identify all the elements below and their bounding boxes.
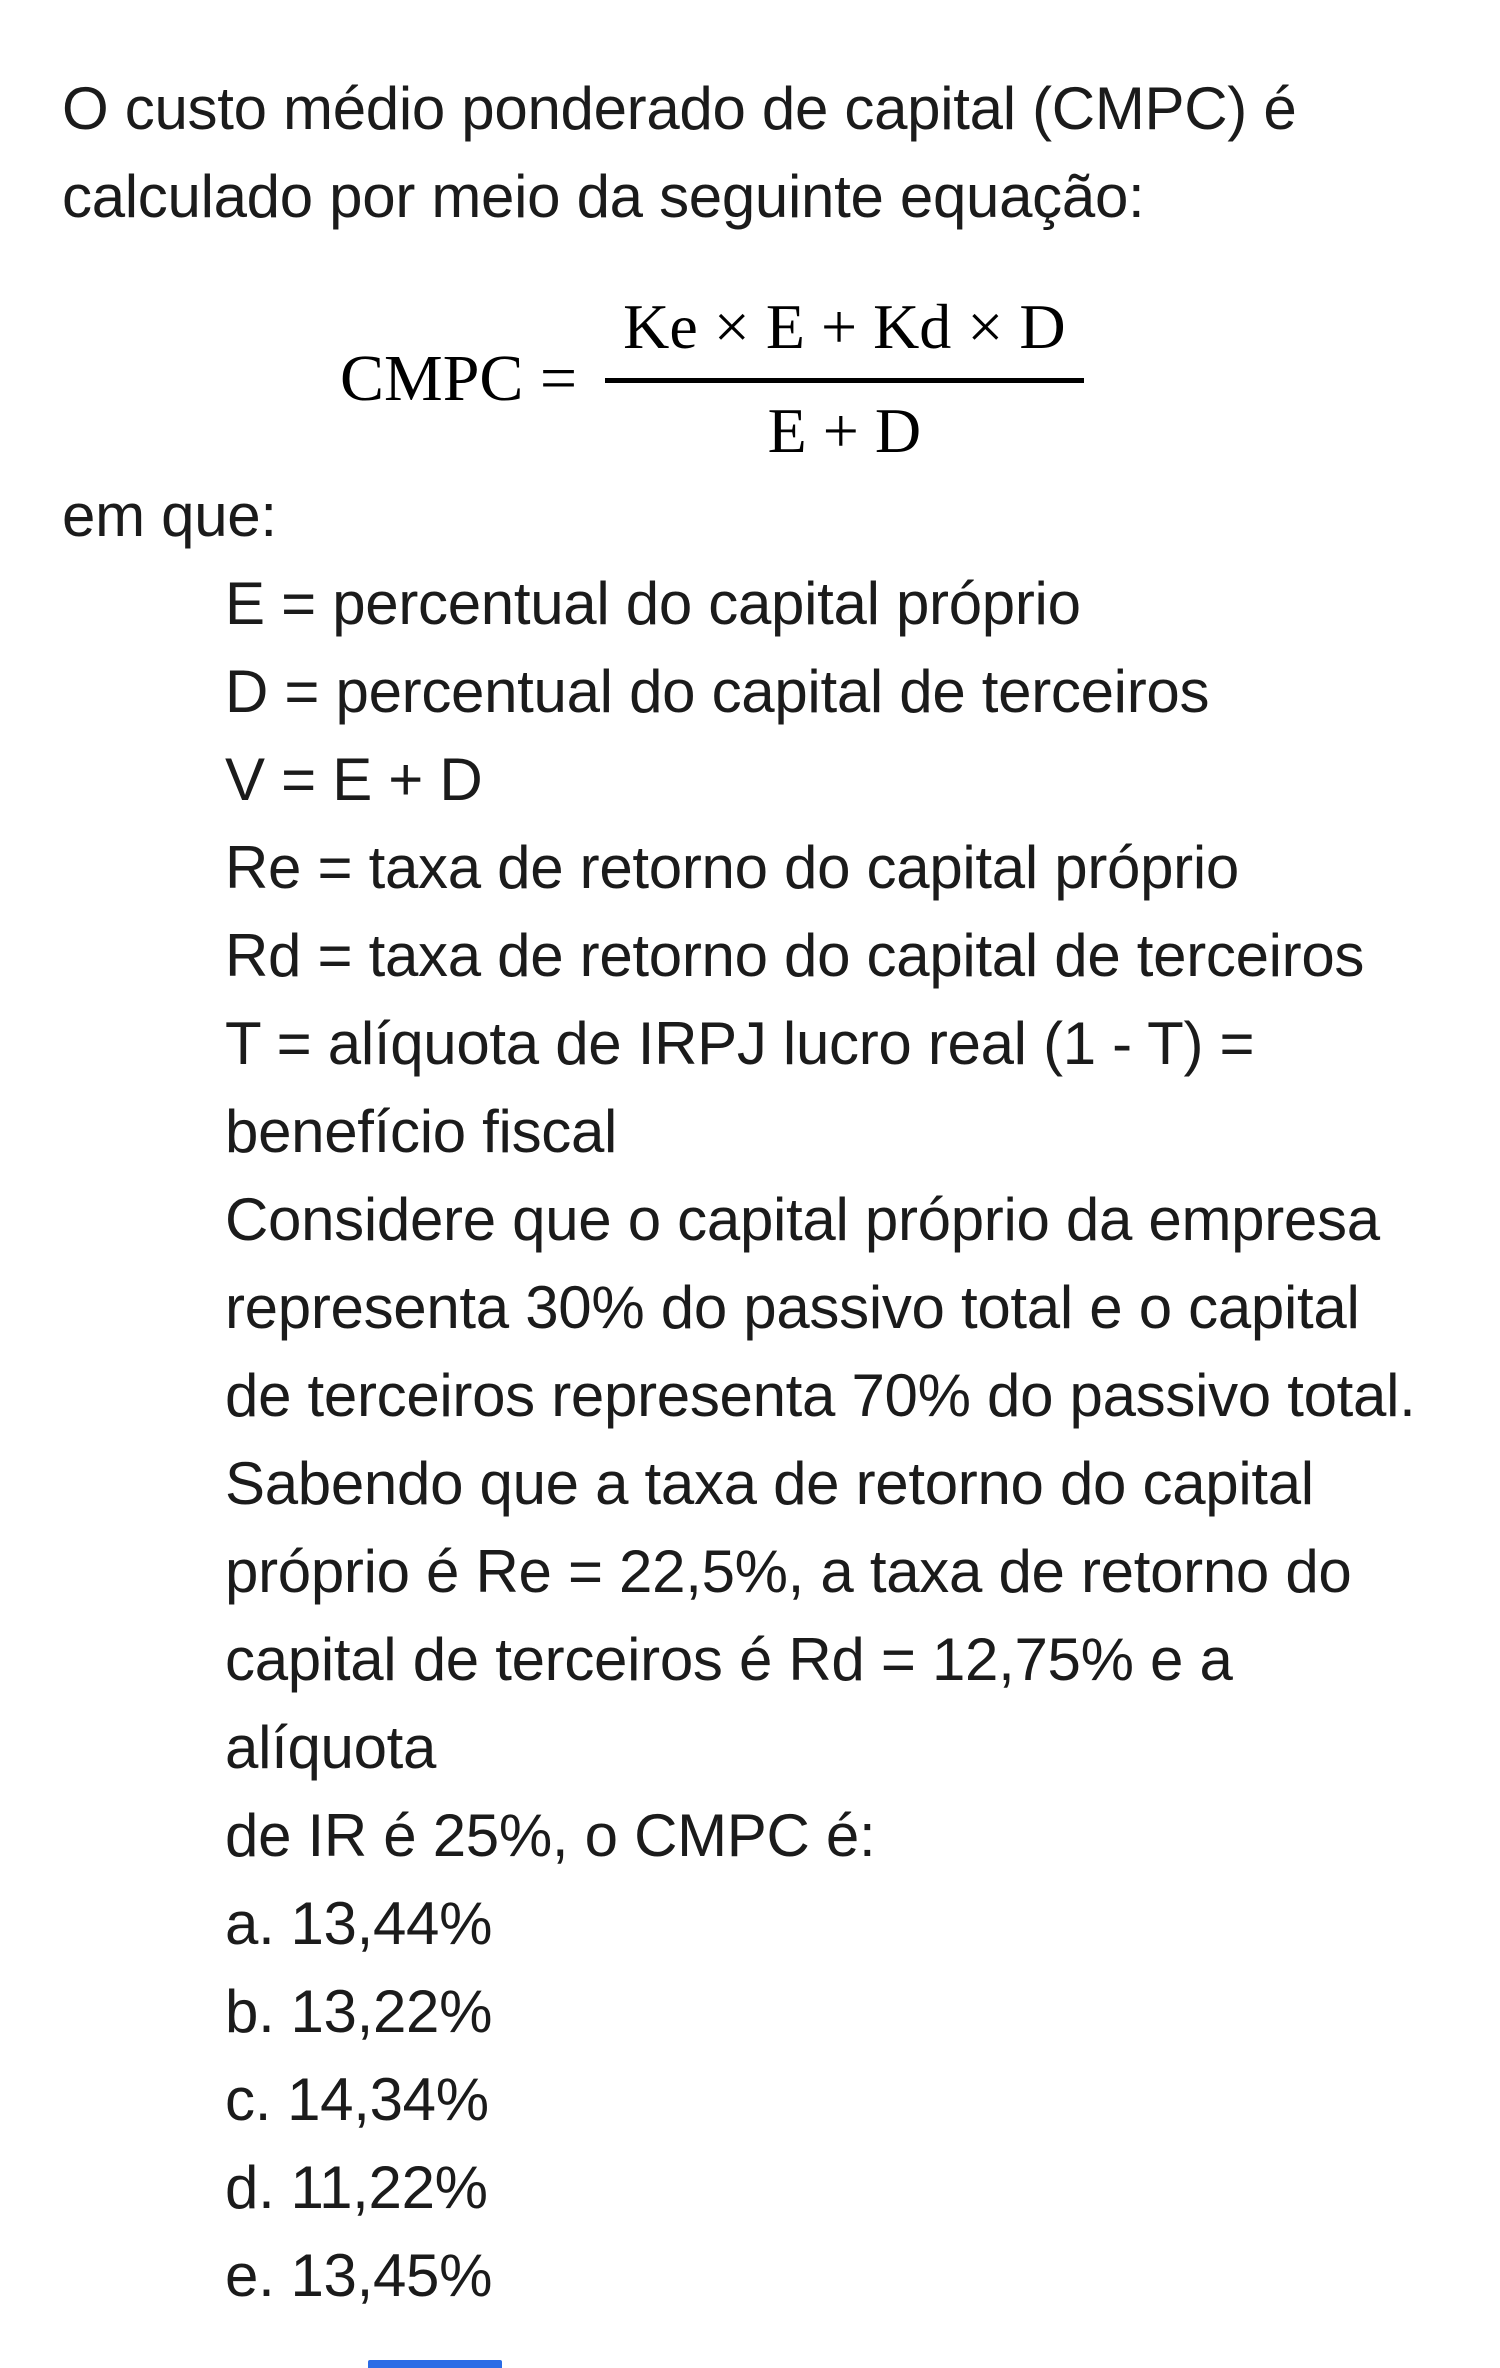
option-a[interactable]: a. 13,44% (225, 1880, 1460, 1968)
cmpc-formula: CMPC = Ke × E + Kd × D E + D (340, 293, 1460, 464)
formula-denominator: E + D (767, 395, 922, 467)
question-intro: O custo médio ponderado de capital (CMPC… (62, 75, 1297, 230)
where-label: em que: (62, 482, 277, 550)
option-value: 13,44% (290, 1890, 493, 1958)
option-value: 13,22% (290, 1978, 493, 2046)
formula-numerator: Ke × E + Kd × D (623, 291, 1066, 362)
answer-options: a. 13,44% b. 13,22% c. 14,34% d. 11,22% … (225, 1880, 1460, 2320)
formula-lhs: CMPC = (340, 341, 578, 415)
option-d[interactable]: d. 11,22% (225, 2144, 1460, 2232)
option-letter: d. (225, 2154, 275, 2222)
option-letter: c. (225, 2066, 272, 2134)
formula-fraction: Ke × E + Kd × D E + D (605, 291, 1084, 467)
question-content: O custo médio ponderado de capital (CMPC… (62, 75, 1460, 2320)
fraction-bar (605, 378, 1084, 384)
option-letter: b. (225, 1978, 275, 2046)
option-letter: e. (225, 2242, 275, 2310)
option-letter: a. (225, 1890, 275, 1958)
option-b[interactable]: b. 13,22% (225, 1968, 1460, 2056)
question-body: Considere que o capital próprio da empre… (225, 1186, 1416, 1870)
bottom-progress-bar (368, 2360, 502, 2368)
option-c[interactable]: c. 14,34% (225, 2056, 1460, 2144)
indented-block: E = percentual do capital próprio D = pe… (225, 560, 1460, 2320)
option-value: 11,22% (290, 2154, 488, 2222)
option-e[interactable]: e. 13,45% (225, 2232, 1460, 2320)
option-value: 14,34% (287, 2066, 489, 2134)
option-value: 13,45% (290, 2242, 493, 2310)
variable-definitions: E = percentual do capital próprio D = pe… (225, 570, 1365, 1166)
